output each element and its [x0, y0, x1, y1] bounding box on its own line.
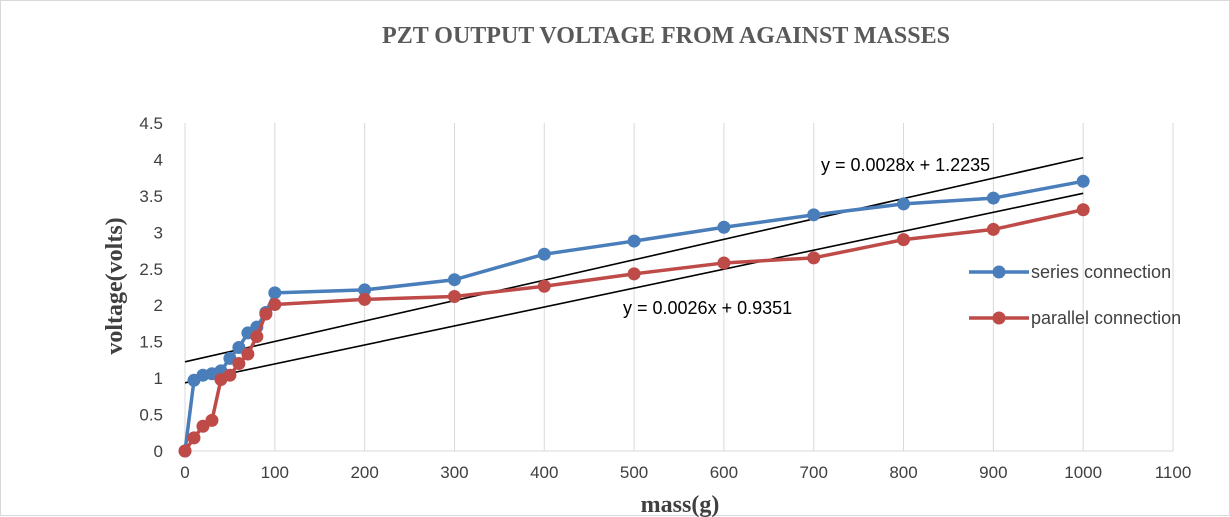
data-point-parallel [223, 368, 237, 382]
data-point-parallel [187, 431, 201, 445]
x-tick-label: 200 [350, 463, 378, 482]
data-point-parallel [232, 357, 246, 371]
trendline-parallel [184, 192, 1084, 384]
x-tick-label: 600 [710, 463, 738, 482]
grid [274, 123, 1174, 451]
series-line-parallel-connection [183, 208, 1084, 452]
y-tick-label: 4.5 [139, 114, 163, 133]
data-point-parallel [259, 307, 273, 321]
y-tick-label: 0.5 [139, 406, 163, 425]
x-axis-title: mass(g) [641, 492, 720, 517]
data-point-parallel [178, 444, 192, 458]
tick-labels: 0 100 200 300 400 500 600 700 800 900 1000 1100 0 0.5… [139, 114, 1191, 482]
x-tick-label: 500 [620, 463, 648, 482]
x-tick-label: 1100 [1155, 463, 1192, 482]
trendlines [184, 156, 1084, 384]
y-tick-label: 2.5 [139, 260, 163, 279]
data-point-parallel [268, 297, 282, 311]
x-tick-label: 100 [261, 463, 289, 482]
x-tick-label: 300 [440, 463, 468, 482]
y-tick-label: 4 [154, 150, 163, 169]
y-axis-title: voltage(volts) [102, 217, 128, 354]
y-tick-label: 0 [154, 442, 163, 461]
data-point-series [1076, 174, 1090, 188]
data-point-parallel [358, 292, 372, 306]
axes [184, 123, 1173, 452]
x-tick-label: 700 [800, 463, 828, 482]
y-tick-label: 1.5 [139, 333, 163, 352]
trendline-equation-parallel: y = 0.0026x + 0.9351 [623, 298, 792, 318]
x-tick-label: 900 [979, 463, 1007, 482]
legend-label-parallel: parallel connection [1031, 308, 1181, 328]
x-tick-label: 800 [889, 463, 917, 482]
data-point-series [447, 273, 461, 287]
data-point-series [897, 197, 911, 211]
data-point-parallel [717, 256, 731, 270]
chart-title: PZT OUTPUT VOLTAGE FROM AGAINST MASSES [382, 23, 950, 49]
data-point-series [717, 220, 731, 234]
data-point-parallel [537, 279, 551, 293]
data-point-series [358, 283, 372, 297]
legend: series connection parallel connection [969, 262, 1181, 328]
data-point-parallel [241, 347, 255, 361]
y-tick-label: 3.5 [139, 187, 163, 206]
data-point-parallel [627, 267, 641, 281]
legend-label-series: series connection [1031, 262, 1171, 282]
x-tick-label: 1000 [1064, 463, 1102, 482]
legend-marker [992, 311, 1006, 325]
y-tick-label: 2 [154, 296, 163, 315]
data-point-series [268, 286, 282, 300]
data-point-series [807, 208, 821, 222]
legend-marker [992, 265, 1006, 279]
data-point-parallel [447, 289, 461, 303]
data-point-parallel [986, 222, 1000, 236]
data-point-series [232, 340, 246, 354]
trendline-equation-series: y = 0.0028x + 1.2235 [821, 155, 990, 175]
data-point-parallel [205, 413, 219, 427]
legend-item-parallel: parallel connection [969, 308, 1181, 328]
data-point-parallel [1076, 203, 1090, 217]
data-point-parallel [897, 233, 911, 247]
legend-item-series: series connection [969, 262, 1171, 282]
y-tick-label: 1 [154, 369, 163, 388]
data-point-series [986, 191, 1000, 205]
x-tick-label: 400 [530, 463, 558, 482]
series-layer [178, 174, 1090, 458]
data-point-parallel [807, 251, 821, 265]
x-tick-label: 0 [180, 463, 189, 482]
trendline-series [184, 156, 1084, 363]
data-point-series [627, 234, 641, 248]
data-point-parallel [250, 330, 264, 344]
y-tick-label: 3 [154, 223, 163, 242]
data-point-series [537, 247, 551, 261]
